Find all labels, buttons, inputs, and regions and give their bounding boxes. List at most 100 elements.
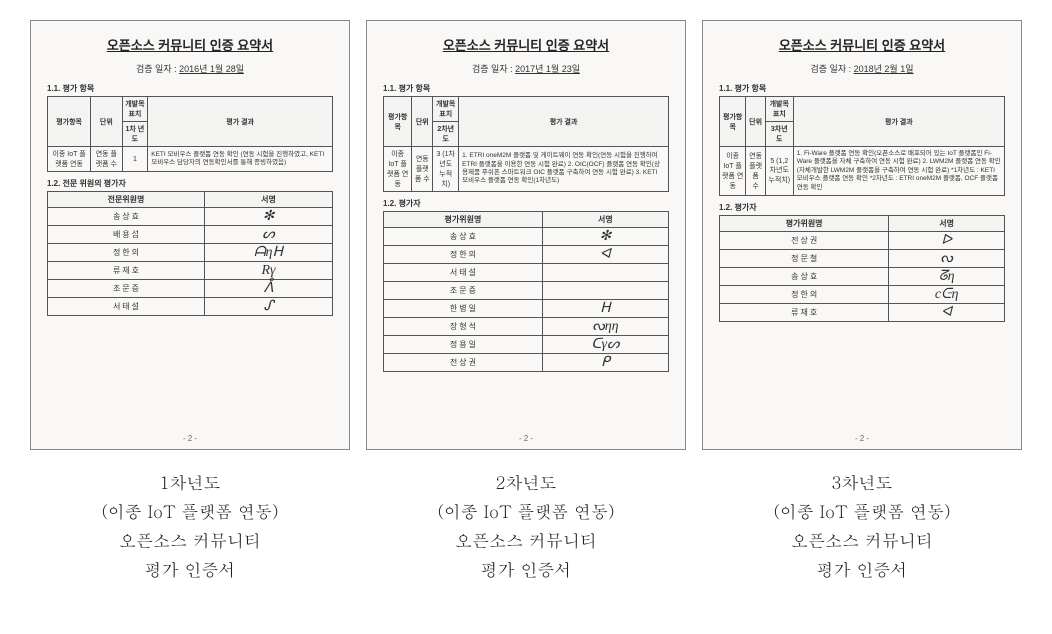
signer-sig: ᕼ — [542, 300, 668, 318]
signer-name: 조 문 증 — [384, 282, 543, 300]
signer-sig: ᘔη — [889, 268, 1005, 286]
doc-title: 오픈소스 커뮤니티 인증 요약서 — [383, 35, 669, 54]
doc-date: 검증 일자 : 2018년 2월 1일 — [719, 62, 1005, 75]
signer-name: 조 문 증 — [48, 280, 205, 298]
signer-name: 전 상 권 — [384, 354, 543, 372]
evaluation-table: 평가항목 단위 개발목표치 평가 결과 2차년도 이종 IoT 플랫폼 연동 연… — [383, 96, 669, 192]
caption-2: 2차년도 (이종 IoT 플랫폼 연동) 오픈소스 커뮤니티 평가 인증서 — [437, 468, 614, 584]
signer-sig: ᑭ — [542, 354, 668, 372]
signer-name: 송 상 효 — [48, 208, 205, 226]
date-label: 검증 일자 : — [810, 64, 851, 74]
signer-sig: ᗩηᕼ — [204, 244, 332, 262]
eval-header-unit: 단위 — [91, 97, 122, 147]
date-value: 2018년 2월 1일 — [854, 64, 914, 74]
date-label: 검증 일자 : — [472, 64, 513, 74]
eval-header-result: 평가 결과 — [459, 97, 669, 147]
section-1-2-label: 1.2. 전문 위원의 평가자 — [47, 178, 333, 189]
caption-1: 1차년도 (이종 IoT 플랫폼 연동) 오픈소스 커뮤니티 평가 인증서 — [101, 468, 278, 584]
date-label: 검증 일자 : — [136, 64, 177, 74]
page-number: - 2 - — [367, 434, 685, 443]
signer-name: 정 한 의 — [384, 246, 543, 264]
signer-name: 한 병 일 — [384, 300, 543, 318]
evaluation-table: 평가항목 단위 개발목표치 평가 결과 1차 년도 이종 IoT 플랫폼 연동 … — [47, 96, 333, 172]
caption-line1: 3차년도 — [773, 468, 950, 497]
doc-title: 오픈소스 커뮤니티 인증 요약서 — [719, 35, 1005, 54]
signer-name: 서 태 설 — [48, 298, 205, 316]
section-1-1-label: 1.1. 평가 항목 — [719, 83, 1005, 94]
eval-result: 1. ETRI oneM2M 플랫폼 및 게이트웨이 연동 확인(연동 시험을 … — [459, 147, 669, 192]
signer-sig: ✻ — [542, 228, 668, 246]
eval-header-item: 평가항목 — [384, 97, 412, 147]
date-value: 2017년 1월 23일 — [515, 64, 580, 74]
doc-title: 오픈소스 커뮤니티 인증 요약서 — [47, 35, 333, 54]
eval-unit: 연동 플랫폼 수 — [412, 147, 433, 192]
eval-header-target-a: 개발목표치 — [122, 97, 148, 122]
certificate-doc-2: 오픈소스 커뮤니티 인증 요약서 검증 일자 : 2017년 1월 23일 1.… — [366, 20, 686, 450]
eval-item: 이종 IoT 플랫폼 연동 — [48, 147, 91, 172]
sign-header-sig: 서명 — [204, 192, 332, 208]
signer-sig: ᐰ — [204, 280, 332, 298]
signer-sig: ᔑ — [204, 298, 332, 316]
signature-table: 평가위원명 서명 전 상 권ᐅ 정 문 철ᔓ 송 상 효ᘔη 정 한 의cᕮη … — [719, 215, 1005, 322]
sign-header-sig: 서명 — [889, 216, 1005, 232]
caption-line4: 평가 인증서 — [437, 555, 614, 584]
eval-item: 이종 IoT 플랫폼 연동 — [384, 147, 412, 192]
eval-header-target-b: 1차 년도 — [122, 122, 148, 147]
signer-sig: ᐅ — [889, 232, 1005, 250]
caption-line2: (이종 IoT 플랫폼 연동) — [437, 497, 614, 526]
signer-name: 정 한 의 — [48, 244, 205, 262]
signer-name: 장 형 석 — [384, 318, 543, 336]
section-1-1-label: 1.1. 평가 항목 — [47, 83, 333, 94]
sign-header-name: 전문위원명 — [48, 192, 205, 208]
caption-line4: 평가 인증서 — [773, 555, 950, 584]
caption-line4: 평가 인증서 — [101, 555, 278, 584]
caption-line1: 1차년도 — [101, 468, 278, 497]
signer-name: 서 태 설 — [384, 264, 543, 282]
eval-target: 1 — [122, 147, 148, 172]
signer-sig: ᔕ — [204, 226, 332, 244]
eval-header-target-b: 3차년도 — [765, 122, 793, 147]
certificate-doc-3: 오픈소스 커뮤니티 인증 요약서 검증 일자 : 2018년 2월 1일 1.1… — [702, 20, 1022, 450]
signer-name: 류 재 호 — [48, 262, 205, 280]
certificate-column-2: 오픈소스 커뮤니티 인증 요약서 검증 일자 : 2017년 1월 23일 1.… — [366, 20, 686, 624]
evaluation-table: 평가항목 단위 개발목표치 평가 결과 3차년도 이종 IoT 플랫폼 연동 연… — [719, 96, 1005, 196]
signer-sig: ᐊ — [542, 246, 668, 264]
sign-header-name: 평가위원명 — [384, 212, 543, 228]
eval-header-item: 평가항목 — [48, 97, 91, 147]
signer-sig: ᐊ — [889, 304, 1005, 322]
eval-header-result: 평가 결과 — [793, 97, 1004, 147]
doc-date: 검증 일자 : 2016년 1월 28일 — [47, 62, 333, 75]
eval-header-target-b: 2차년도 — [433, 122, 459, 147]
caption-line3: 오픈소스 커뮤니티 — [437, 526, 614, 555]
section-1-1-label: 1.1. 평가 항목 — [383, 83, 669, 94]
sign-header-name: 평가위원명 — [720, 216, 889, 232]
signer-name: 송 상 효 — [384, 228, 543, 246]
sign-header-sig: 서명 — [542, 212, 668, 228]
caption-line1: 2차년도 — [437, 468, 614, 497]
caption-3: 3차년도 (이종 IoT 플랫폼 연동) 오픈소스 커뮤니티 평가 인증서 — [773, 468, 950, 584]
signer-name: 송 상 효 — [720, 268, 889, 286]
certificate-column-1: 오픈소스 커뮤니티 인증 요약서 검증 일자 : 2016년 1월 28일 1.… — [30, 20, 350, 624]
eval-header-unit: 단위 — [746, 97, 765, 147]
eval-header-unit: 단위 — [412, 97, 433, 147]
signer-name: 정 문 철 — [720, 250, 889, 268]
signer-name: 배 용 섭 — [48, 226, 205, 244]
caption-line2: (이종 IoT 플랫폼 연동) — [101, 497, 278, 526]
eval-item: 이종 IoT 플랫폼 연동 — [720, 147, 746, 196]
signature-table: 전문위원명 서명 송 상 효✻ 배 용 섭ᔕ 정 한 의ᗩηᕼ 류 재 호Rγ … — [47, 191, 333, 316]
signer-sig: ᔓ — [889, 250, 1005, 268]
signer-sig — [542, 282, 668, 300]
eval-result: KETI 모비우스 플랫폼 연동 확인 (연동 시험을 진행하였고, KETI … — [148, 147, 333, 172]
signature-table: 평가위원명 서명 송 상 효✻ 정 한 의ᐊ 서 태 설 조 문 증 한 병 일… — [383, 211, 669, 372]
page-number: - 2 - — [31, 434, 349, 443]
signer-name: 류 재 호 — [720, 304, 889, 322]
eval-unit: 연동 플랫폼 수 — [746, 147, 765, 196]
eval-target: 3 (1차년도 누적치) — [433, 147, 459, 192]
signer-name: 정 용 일 — [384, 336, 543, 354]
signer-sig: ᑕγᔕ — [542, 336, 668, 354]
eval-target: 5 (1,2차년도 누적치) — [765, 147, 793, 196]
signer-sig: Rγ — [204, 262, 332, 280]
signer-sig: ✻ — [204, 208, 332, 226]
eval-result: 1. Fi-Ware 플랫폼 연동 확인(오픈소스로 배포되어 있는 IoT 플… — [793, 147, 1004, 196]
caption-line3: 오픈소스 커뮤니티 — [773, 526, 950, 555]
